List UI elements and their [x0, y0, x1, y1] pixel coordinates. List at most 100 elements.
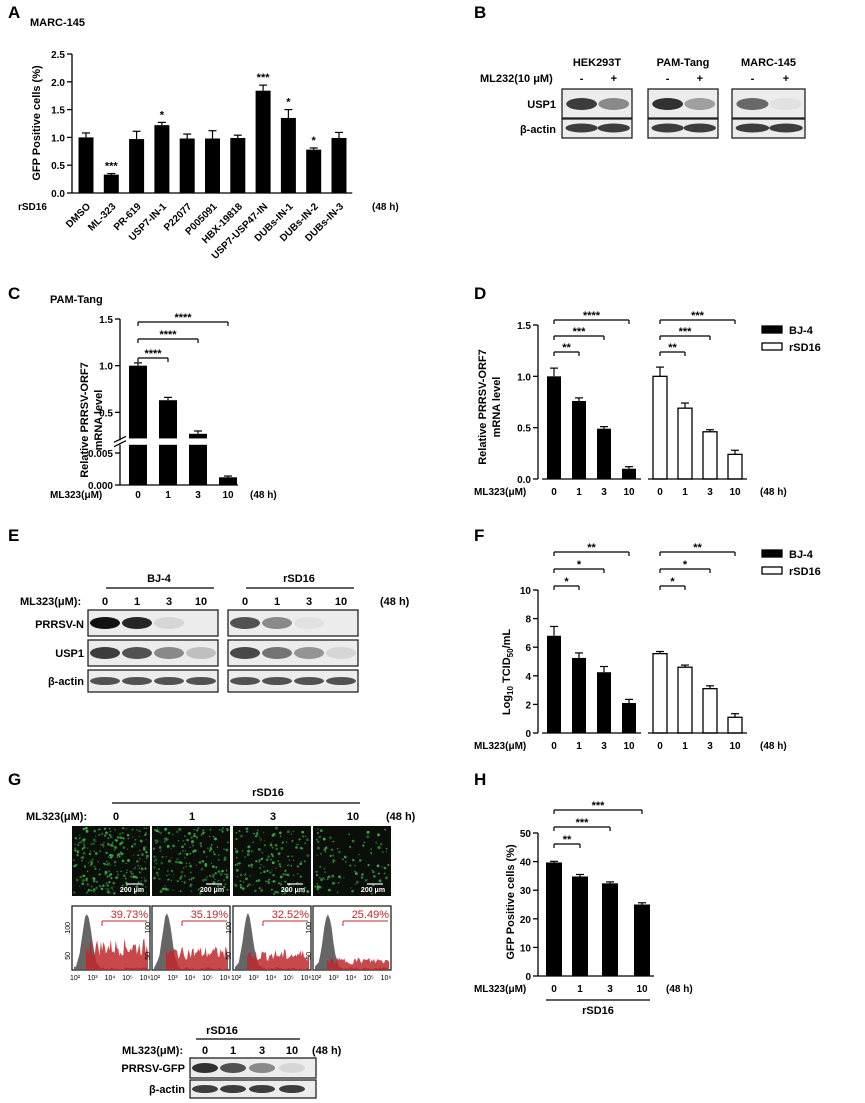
flow-x-tick: 10⁴ — [266, 975, 277, 982]
gfp-cell — [220, 884, 223, 887]
gfp-cell — [103, 841, 105, 844]
gfp-cell — [172, 889, 175, 891]
lane-sign: - — [751, 73, 755, 85]
protein-band — [326, 647, 356, 659]
gfp-cell — [252, 884, 254, 886]
bar — [547, 635, 561, 733]
gfp-cell — [164, 838, 168, 841]
gfp-cell — [267, 855, 270, 858]
gfp-cell — [109, 873, 113, 876]
gfp-cell — [336, 891, 339, 894]
significance-label: * — [312, 135, 317, 147]
y-tick-label: 10 — [520, 586, 532, 597]
panel-label-g: G — [8, 770, 22, 789]
gfp-cell — [332, 861, 335, 864]
y-tick-label: 1.0 — [51, 133, 65, 144]
x-tick-label: 10 — [222, 490, 234, 501]
gfp-cell — [244, 856, 246, 858]
gfp-cell — [123, 888, 125, 891]
gfp-cell — [165, 855, 168, 858]
flow-percentage: 32.52% — [272, 909, 310, 921]
gfp-cell — [189, 885, 192, 888]
bar-break-gap — [158, 438, 178, 445]
bar — [255, 90, 271, 193]
panel-label-d: D — [474, 284, 487, 303]
gfp-cell — [82, 843, 86, 847]
gfp-cell — [127, 888, 129, 891]
gfp-cell — [72, 859, 76, 862]
gfp-cell — [278, 882, 281, 885]
legend-swatch — [761, 549, 783, 558]
blot-time-label: (48 h) — [312, 1045, 342, 1057]
gfp-cell — [241, 850, 244, 852]
gfp-cell — [74, 843, 76, 845]
gfp-cell — [202, 831, 205, 835]
gfp-cell — [280, 847, 284, 850]
y-axis-title: Relative PRRSV-ORF7 — [79, 362, 91, 478]
gfp-cell — [166, 844, 170, 848]
x-tick-label: 0 — [657, 487, 663, 498]
gfp-cell — [256, 830, 259, 832]
gfp-cell — [87, 890, 89, 893]
dose-label: 10 — [335, 596, 347, 608]
gfp-cell — [85, 877, 88, 881]
gfp-cell — [73, 864, 76, 868]
gfp-cell — [300, 860, 303, 863]
gfp-cell — [304, 886, 306, 889]
gfp-cell — [271, 846, 274, 849]
protein-band — [262, 617, 292, 629]
chart-panel-d: 0.00.51.01.50 1 3 10 0 1 3 10*****************B… — [474, 310, 821, 498]
gfp-cell — [183, 881, 186, 884]
gfp-cell — [257, 879, 261, 882]
gfp-cell — [251, 866, 253, 869]
western-blot-panel-e: ML323(μM): BJ-4 0 1 3 10 rSD16 0 1 3 10 (48 h) PRRSV… — [20, 573, 410, 693]
gfp-cell — [316, 854, 318, 856]
gfp-cell — [208, 835, 211, 838]
band-label: β-actin — [149, 1084, 185, 1096]
protein-band — [230, 677, 260, 685]
bar — [129, 365, 147, 439]
gfp-cell — [132, 875, 136, 879]
western-blot-panel-b: HEK293T - + PAM-Tang - + MARC-145 - + ML232(10 μM… — [480, 57, 806, 139]
gfp-cell — [212, 881, 216, 884]
gfp-cell — [290, 833, 293, 835]
gfp-cell — [172, 844, 176, 848]
blot-dose-label: 10 — [286, 1045, 298, 1057]
gfp-cell — [316, 882, 319, 885]
gfp-cell — [89, 850, 92, 852]
gfp-cell — [272, 832, 276, 836]
significance-bracket-label: **** — [174, 312, 192, 324]
gfp-cell — [153, 860, 156, 863]
gfp-cell — [274, 843, 278, 847]
flow-x-tick: 10³ — [328, 975, 339, 982]
protein-band — [769, 123, 803, 133]
gfp-cell — [98, 884, 102, 888]
protein-band — [122, 617, 152, 629]
gfp-cell — [370, 851, 372, 854]
gfp-cell — [292, 830, 295, 833]
protein-band — [220, 1085, 246, 1093]
gfp-cell — [185, 852, 189, 856]
lane-sign: - — [666, 73, 670, 85]
gfp-cell — [237, 864, 239, 866]
gfp-cell — [354, 872, 358, 876]
gfp-cell — [116, 836, 120, 839]
significance-bracket-label: *** — [691, 310, 705, 322]
dose-label: 10 — [347, 811, 359, 823]
gfp-cell — [139, 864, 141, 867]
gfp-cell — [295, 846, 298, 849]
gfp-cell — [259, 838, 262, 841]
gfp-cell — [85, 829, 89, 833]
gfp-cell — [145, 892, 148, 894]
gfp-cell — [197, 827, 200, 829]
lane-sign: + — [697, 73, 703, 85]
gfp-cell — [329, 854, 332, 858]
significance-bracket-label: *** — [592, 800, 606, 812]
gfp-cell — [373, 874, 376, 878]
gfp-cell — [316, 832, 319, 835]
significance-bracket-label: **** — [583, 310, 601, 322]
gfp-cell — [190, 879, 193, 881]
gfp-cell — [387, 863, 390, 867]
gfp-cell — [154, 841, 158, 845]
legend-swatch — [761, 566, 783, 575]
